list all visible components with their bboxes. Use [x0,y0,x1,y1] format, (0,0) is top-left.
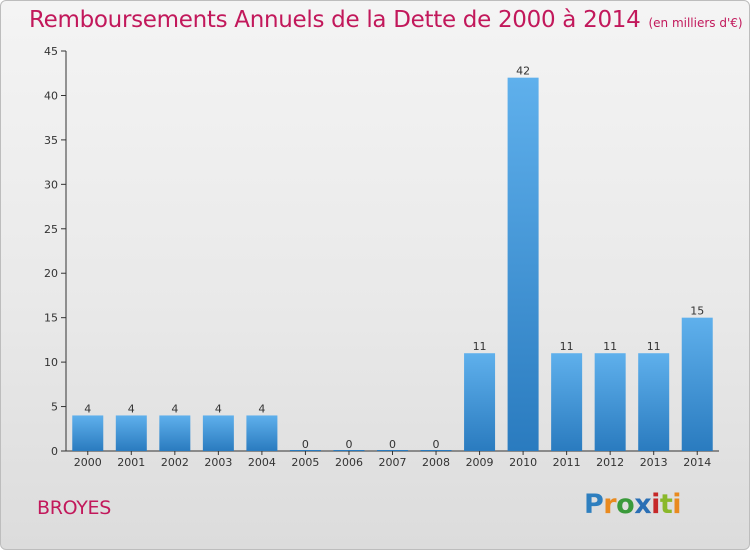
bar [246,415,278,451]
x-tick-label: 2011 [553,456,581,469]
bar-value-label: 0 [433,438,440,451]
bar-value-label: 15 [690,305,704,318]
bar [507,77,539,452]
bar-value-label: 11 [603,340,617,353]
x-tick-label: 2009 [466,456,494,469]
x-tick-label: 2010 [509,456,537,469]
x-tick-label: 2007 [379,456,407,469]
bar-value-label: 0 [302,438,309,451]
x-tick-label: 2006 [335,456,363,469]
bar [551,353,583,451]
x-tick-label: 2003 [204,456,232,469]
bar-value-label: 0 [389,438,396,451]
bar [159,415,191,451]
chart-title: Remboursements Annuels de la Dette de 20… [29,7,743,33]
y-tick-label: 15 [44,312,58,325]
y-tick-label: 0 [51,445,58,458]
x-tick-label: 2005 [291,456,319,469]
y-tick-label: 20 [44,267,58,280]
logo-letter: o [616,489,635,520]
bar-value-label: 4 [258,402,265,415]
bar [594,353,626,451]
bar [72,415,104,451]
x-tick-label: 2012 [596,456,624,469]
y-tick-label: 25 [44,223,58,236]
y-tick-label: 30 [44,178,58,191]
logo-letter: t [659,489,673,520]
bar-value-label: 11 [560,340,574,353]
bar [464,353,496,451]
x-tick-label: 2014 [683,456,711,469]
y-tick-label: 35 [44,134,58,147]
logo-letter: i [672,489,682,520]
y-tick-label: 45 [44,45,58,58]
x-tick-label: 2008 [422,456,450,469]
y-tick-label: 40 [44,89,58,102]
x-tick-label: 2001 [117,456,145,469]
logo-letter: r [603,489,617,520]
commune-name: BROYES [37,497,112,519]
logo-letter: x [634,489,652,520]
bar-value-label: 11 [647,340,661,353]
bar-value-label: 11 [473,340,487,353]
logo-letter: P [584,489,604,520]
bar [202,415,234,451]
proxiti-logo: Proxiti [584,489,682,520]
x-tick-label: 2004 [248,456,276,469]
x-tick-label: 2013 [640,456,668,469]
logo-letter: i [651,489,660,520]
bar-value-label: 4 [215,402,222,415]
bar-value-label: 4 [171,402,178,415]
bar-value-label: 4 [128,402,135,415]
y-tick-label: 10 [44,356,58,369]
bar [638,353,670,451]
bar-value-label: 0 [345,438,352,451]
bar [115,415,147,451]
chart-title-text: Remboursements Annuels de la Dette de 20… [29,7,641,33]
x-tick-label: 2000 [74,456,102,469]
x-tick-label: 2002 [161,456,189,469]
chart-subtitle: (en milliers d'€) [648,16,743,30]
bar [681,317,713,451]
bar-value-label: 4 [84,402,91,415]
y-tick-label: 5 [51,401,58,414]
bar-value-label: 42 [516,65,530,78]
